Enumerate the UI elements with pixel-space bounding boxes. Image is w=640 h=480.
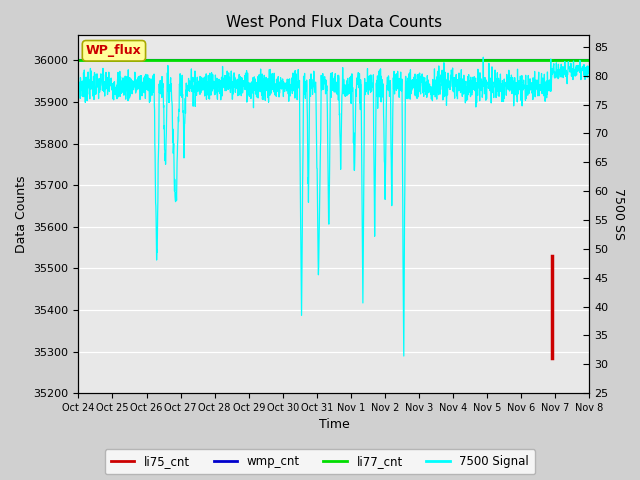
X-axis label: Time: Time — [319, 419, 349, 432]
Title: West Pond Flux Data Counts: West Pond Flux Data Counts — [226, 15, 442, 30]
Text: WP_flux: WP_flux — [86, 44, 142, 57]
Y-axis label: 7500 SS: 7500 SS — [612, 188, 625, 240]
Y-axis label: Data Counts: Data Counts — [15, 176, 28, 253]
Legend: li75_cnt, wmp_cnt, li77_cnt, 7500 Signal: li75_cnt, wmp_cnt, li77_cnt, 7500 Signal — [105, 449, 535, 474]
